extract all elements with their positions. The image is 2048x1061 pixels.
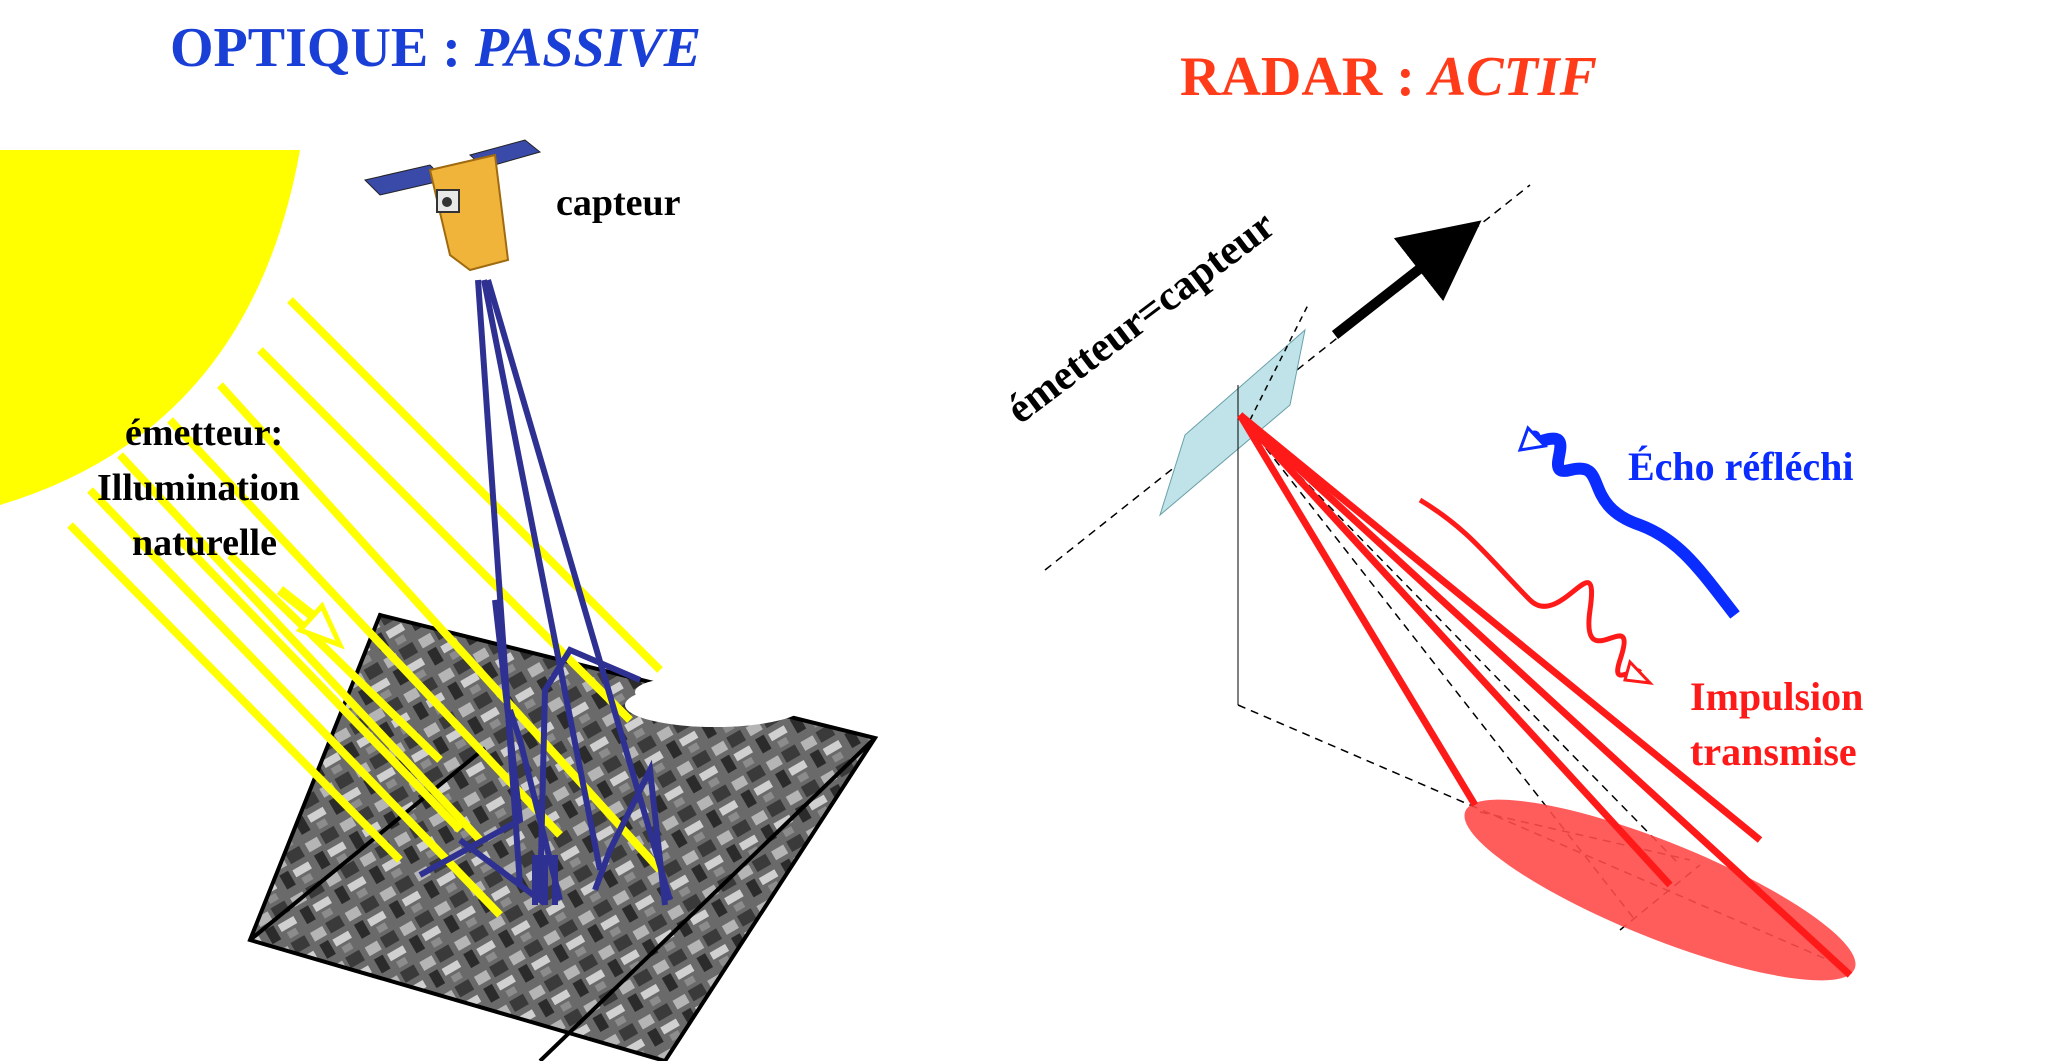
pulse-arrowhead-icon: [1623, 659, 1654, 685]
radar-title-italic: ACTIF: [1426, 46, 1597, 108]
ground-grid-line: [538, 736, 877, 1061]
sun-ray: [227, 552, 443, 763]
satellite-body: [428, 153, 510, 272]
sun-shape: [0, 150, 300, 505]
echo-label: Écho réfléchi: [1628, 444, 1854, 489]
beam-edge: [1237, 412, 1763, 843]
reflected-ray: [532, 855, 558, 905]
transmitted-pulse-wave: [1418, 497, 1643, 678]
emitter-label-line1: émetteur:: [125, 412, 283, 454]
optical-title: OPTIQUE : PASSIVE: [170, 17, 701, 79]
sun-ray: [257, 347, 633, 723]
beam-edge: [1237, 412, 1853, 978]
illumination-arrow-icon: [276, 586, 345, 650]
sensor-label: capteur: [556, 182, 681, 224]
ground-grid-line: [248, 746, 487, 942]
reflected-ray: [458, 646, 642, 906]
emitter-label-line3: naturelle: [132, 522, 277, 564]
cloud: [635, 678, 725, 706]
reflected-rays: [418, 279, 673, 906]
echo-arrowhead-icon: [1517, 425, 1549, 452]
sun-ray: [117, 452, 483, 843]
sun-ray: [177, 537, 463, 833]
pulse-label-line1: Impulsion: [1690, 674, 1863, 719]
emitter-label-line2: Illumination: [97, 467, 300, 509]
satellite-icon: [364, 139, 542, 272]
reflected-ray: [592, 759, 668, 906]
radar-title: RADAR : ACTIF: [1180, 46, 1597, 108]
beam-edge: [1237, 413, 1478, 807]
antenna-plate: [1159, 328, 1306, 517]
direction-arrow-icon: [1331, 220, 1482, 339]
reflected-ray: [507, 709, 563, 901]
radar-title-main: RADAR :: [1180, 46, 1429, 108]
optical-title-main: OPTIQUE :: [170, 17, 475, 79]
reflected-ray: [481, 279, 603, 871]
sun-ray: [87, 487, 503, 918]
echo-wave: [1528, 430, 1740, 619]
sun-ray: [167, 417, 563, 838]
beam-edge: [1237, 412, 1673, 888]
radar-footprint: [1464, 799, 1856, 981]
sun-ray: [287, 297, 663, 673]
sun-ray: [67, 522, 403, 863]
sun-rays: [67, 297, 663, 918]
optical-title-italic: PASSIVE: [474, 17, 701, 79]
radar-beam: [1237, 412, 1853, 978]
pulse-label-line2: transmise: [1690, 729, 1857, 774]
